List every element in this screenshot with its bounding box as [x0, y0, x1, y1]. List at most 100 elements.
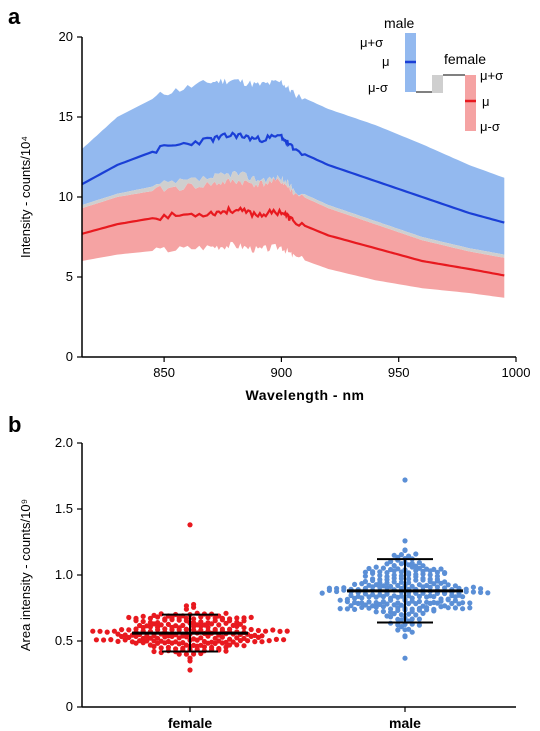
- male-data-point: [460, 600, 466, 606]
- female-data-point: [180, 633, 186, 639]
- legend-female-title: female: [444, 51, 486, 67]
- female-data-point: [234, 642, 240, 648]
- male-data-point: [463, 586, 469, 592]
- male-data-point: [359, 600, 365, 606]
- male-data-point: [388, 559, 394, 565]
- female-data-point: [147, 619, 153, 626]
- female-data-point: [191, 636, 197, 642]
- female-data-point: [187, 667, 193, 673]
- female-data-point: [227, 642, 233, 648]
- female-data-point: [151, 648, 157, 655]
- female-data-point: [201, 638, 207, 645]
- male-data-point: [485, 590, 491, 596]
- male-data-point: [467, 600, 473, 606]
- female-data-point: [198, 619, 204, 625]
- female-data-point: [183, 603, 189, 609]
- female-data-point: [212, 626, 218, 632]
- female-data-point: [234, 619, 240, 625]
- female-data-point: [191, 601, 197, 608]
- male-data-point: [416, 616, 422, 622]
- female-data-point: [90, 628, 96, 634]
- b-axes: [81, 443, 516, 708]
- male-data-point: [388, 566, 394, 573]
- legend-female-mean: μ: [482, 94, 490, 109]
- female-data-point: [151, 638, 157, 644]
- male-data-point: [352, 606, 358, 613]
- male-data-point: [341, 585, 347, 591]
- b-y-tick-label: 0.5: [55, 633, 73, 648]
- female-data-point: [158, 638, 164, 644]
- male-data-point: [377, 577, 383, 583]
- female-data-point: [133, 626, 139, 632]
- female-data-point: [209, 644, 215, 650]
- male-data-point: [431, 599, 437, 606]
- female-data-point: [180, 640, 186, 646]
- female-data-point: [158, 645, 164, 651]
- male-data-point: [362, 591, 368, 597]
- male-data-point: [348, 592, 354, 599]
- a-x-tick-label: 950: [388, 365, 410, 380]
- legend-female-band-swatch: [465, 75, 476, 131]
- male-data-point: [416, 598, 422, 605]
- male-data-point: [384, 613, 390, 619]
- male-data-point: [424, 582, 430, 589]
- a-y-tick-label: 20: [59, 29, 73, 44]
- male-data-point: [406, 626, 412, 632]
- male-data-point: [442, 603, 448, 609]
- a-lines: [81, 131, 505, 277]
- a-x-ticks: 850 900 950 1000: [153, 357, 530, 380]
- female-data-point: [227, 626, 233, 632]
- panel-label-b: b: [8, 412, 21, 437]
- b-category-label-male: male: [389, 715, 421, 731]
- female-data-point: [165, 621, 171, 628]
- male-data-point: [370, 592, 376, 598]
- female-data-point: [180, 622, 186, 629]
- female-data-point: [216, 638, 222, 644]
- panel-b: b 0 0.5 1.0 1.5 2.0 female male Area intensit…: [8, 412, 516, 731]
- male-data-point: [391, 572, 397, 578]
- a-y-tick-label: 10: [59, 189, 73, 204]
- female-data-point: [223, 639, 229, 646]
- male-data-point: [424, 599, 430, 605]
- male-data-point: [370, 603, 376, 609]
- male-data-point: [420, 563, 426, 569]
- female-data-point: [115, 638, 121, 645]
- female-data-point: [277, 628, 283, 635]
- female-data-point: [119, 627, 125, 633]
- female-data-point: [180, 645, 186, 651]
- female-data-point: [252, 639, 258, 645]
- male-data-point: [366, 582, 372, 588]
- male-data-point: [413, 571, 419, 578]
- b-y-ticks: 0 0.5 1.0 1.5 2.0: [55, 435, 82, 714]
- male-data-point: [452, 583, 458, 589]
- female-data-point: [126, 614, 132, 621]
- panel-a: a 0 5 10 15 20 850 900 950 1000 Intensity - cou…: [8, 4, 530, 403]
- female-data-point: [198, 627, 204, 633]
- male-data-point: [416, 560, 422, 566]
- male-data-point: [406, 611, 412, 617]
- female-data-point: [209, 639, 215, 645]
- male-data-point: [355, 593, 361, 600]
- female-data-point: [126, 627, 132, 633]
- male-data-point: [348, 603, 354, 609]
- female-data-point: [191, 642, 197, 649]
- male-data-point: [460, 606, 466, 612]
- b-y-tick-label: 0: [66, 699, 73, 714]
- female-data-point: [162, 626, 168, 632]
- male-data-point: [391, 563, 397, 569]
- male-data-point: [370, 576, 376, 582]
- female-data-point: [255, 627, 261, 634]
- male-data-point: [416, 593, 422, 600]
- female-data-point: [173, 623, 179, 629]
- male-data-point: [416, 582, 422, 588]
- a-x-tick-label: 1000: [502, 365, 531, 380]
- female-sd-band: [82, 178, 505, 298]
- female-data-point: [147, 615, 153, 621]
- female-data-point: [151, 612, 157, 619]
- female-data-point: [227, 616, 233, 622]
- female-data-point: [111, 628, 117, 634]
- b-error-bars: [132, 558, 463, 653]
- male-data-point: [413, 551, 419, 557]
- male-data-point: [334, 585, 340, 592]
